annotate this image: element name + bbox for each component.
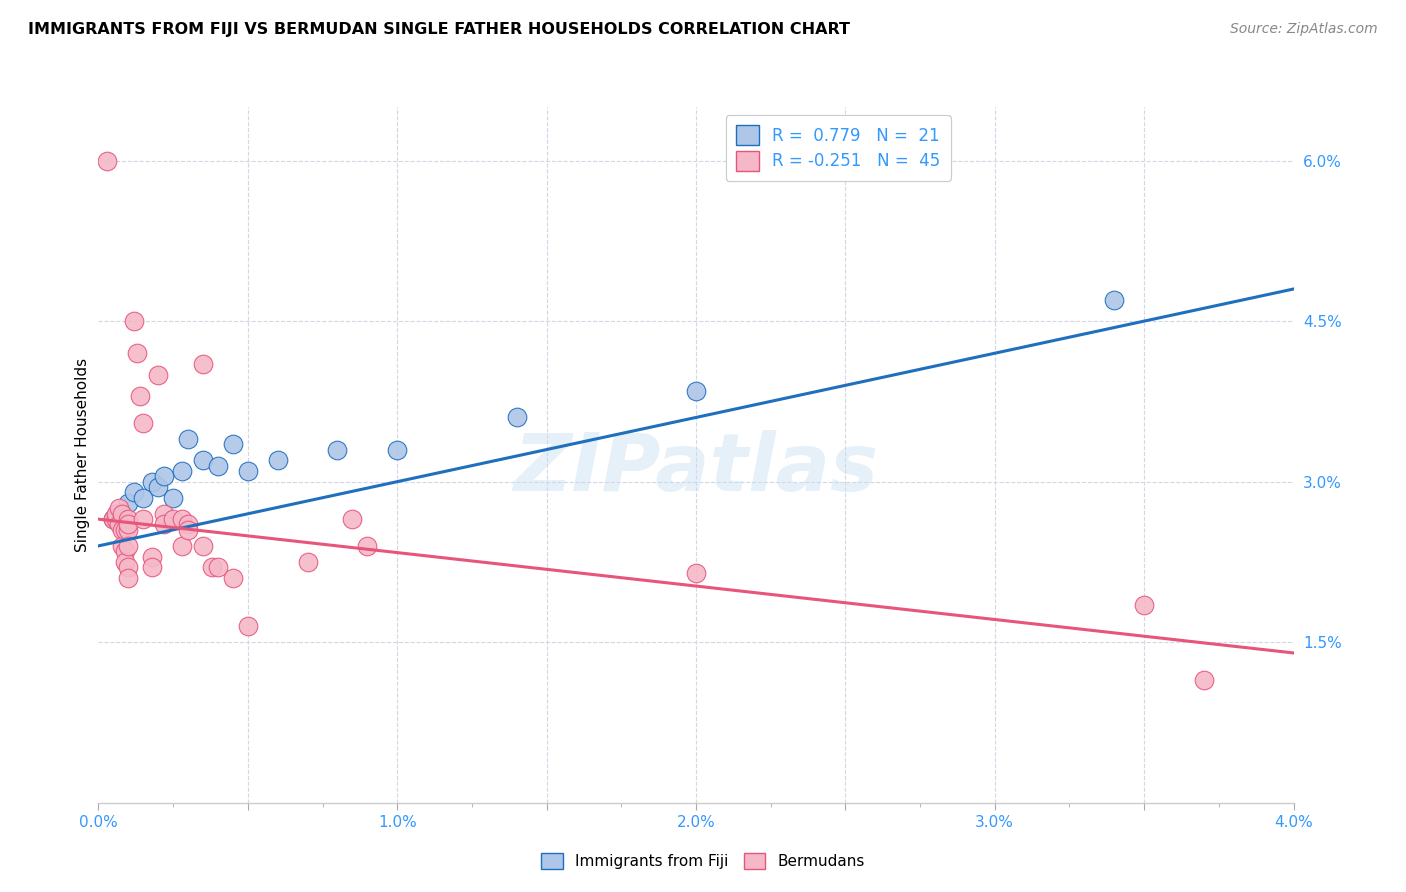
Point: [1133, 598, 1156, 612]
Point: [117, 539, 139, 553]
Point: [124, 485, 146, 500]
Point: [153, 507, 176, 521]
Point: [162, 512, 184, 526]
Point: [685, 566, 707, 580]
Point: [117, 517, 139, 532]
Point: [132, 491, 155, 505]
Point: [141, 560, 163, 574]
Point: [356, 539, 378, 553]
Point: [177, 517, 200, 532]
Point: [141, 475, 163, 489]
Point: [114, 555, 136, 569]
Point: [132, 416, 155, 430]
Point: [111, 523, 134, 537]
Point: [114, 523, 136, 537]
Point: [117, 512, 139, 526]
Point: [105, 512, 128, 526]
Point: [506, 410, 529, 425]
Point: [117, 560, 139, 574]
Point: [127, 346, 149, 360]
Point: [385, 442, 409, 457]
Point: [114, 544, 136, 558]
Point: [124, 314, 146, 328]
Point: [222, 571, 245, 585]
Point: [117, 523, 139, 537]
Legend: Immigrants from Fiji, Bermudans: Immigrants from Fiji, Bermudans: [536, 847, 870, 875]
Point: [297, 555, 319, 569]
Point: [111, 507, 134, 521]
Point: [342, 512, 364, 526]
Point: [117, 496, 139, 510]
Point: [207, 560, 229, 574]
Point: [96, 153, 118, 168]
Point: [191, 453, 214, 467]
Point: [685, 384, 707, 398]
Point: [172, 539, 194, 553]
Point: [326, 442, 349, 457]
Point: [267, 453, 290, 467]
Point: [1102, 293, 1125, 307]
Point: [129, 389, 152, 403]
Point: [207, 458, 229, 473]
Point: [132, 512, 155, 526]
Point: [111, 539, 134, 553]
Point: [108, 501, 131, 516]
Point: [236, 619, 259, 633]
Point: [191, 539, 214, 553]
Point: [1192, 673, 1215, 687]
Point: [111, 507, 134, 521]
Point: [117, 571, 139, 585]
Point: [222, 437, 245, 451]
Point: [148, 480, 170, 494]
Point: [191, 357, 214, 371]
Text: IMMIGRANTS FROM FIJI VS BERMUDAN SINGLE FATHER HOUSEHOLDS CORRELATION CHART: IMMIGRANTS FROM FIJI VS BERMUDAN SINGLE …: [28, 22, 851, 37]
Y-axis label: Single Father Households: Single Father Households: [75, 358, 90, 552]
Point: [153, 469, 176, 483]
Point: [141, 549, 163, 564]
Point: [236, 464, 259, 478]
Point: [162, 491, 184, 505]
Point: [103, 512, 125, 526]
Point: [201, 560, 224, 574]
Text: Source: ZipAtlas.com: Source: ZipAtlas.com: [1230, 22, 1378, 37]
Legend: R =  0.779   N =  21, R = -0.251   N =  45: R = 0.779 N = 21, R = -0.251 N = 45: [725, 115, 950, 180]
Point: [148, 368, 170, 382]
Point: [172, 512, 194, 526]
Point: [172, 464, 194, 478]
Text: ZIPatlas: ZIPatlas: [513, 430, 879, 508]
Point: [177, 523, 200, 537]
Point: [103, 512, 125, 526]
Point: [108, 517, 131, 532]
Point: [105, 507, 128, 521]
Point: [153, 517, 176, 532]
Point: [177, 432, 200, 446]
